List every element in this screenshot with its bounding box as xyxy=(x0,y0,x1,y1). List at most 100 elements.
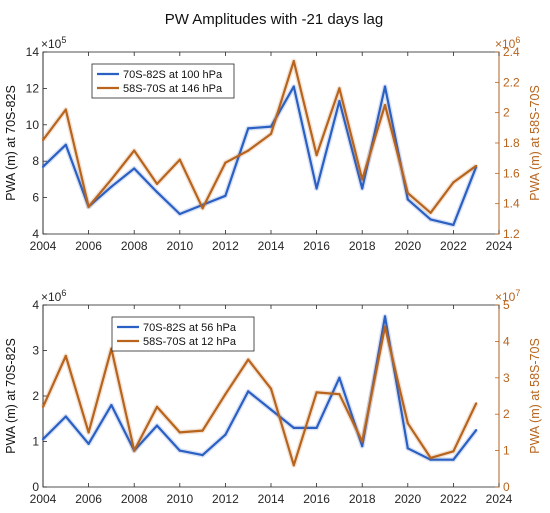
right-y-tick-label: 2 xyxy=(503,407,510,421)
data-point xyxy=(406,198,409,201)
x-tick-label: 2024 xyxy=(486,239,513,253)
right-y-tick-label: 1.2 xyxy=(503,227,520,241)
data-point xyxy=(133,449,136,452)
x-tick-label: 2020 xyxy=(394,492,421,506)
data-point xyxy=(224,194,227,197)
data-point xyxy=(201,454,204,457)
right-axis-multiplier-base: ×10 xyxy=(495,290,516,304)
data-point xyxy=(201,207,204,210)
data-point xyxy=(247,127,250,130)
x-tick-label: 2024 xyxy=(486,492,513,506)
data-point xyxy=(269,132,273,135)
x-tick-label: 2016 xyxy=(303,239,330,253)
series-line-halo xyxy=(40,324,479,468)
data-point xyxy=(155,191,159,194)
data-point xyxy=(178,449,181,452)
x-tick-label: 2004 xyxy=(30,239,57,253)
data-point xyxy=(292,426,295,429)
legend-entry: 58S-70S at 146 hPa xyxy=(123,83,223,95)
data-point xyxy=(41,138,45,142)
series-line xyxy=(41,325,478,467)
right-y-tick-label: 0 xyxy=(503,480,510,494)
right-y-tick-label: 2 xyxy=(503,106,510,120)
data-point xyxy=(110,178,113,181)
x-tick-label: 2014 xyxy=(258,239,285,253)
data-point xyxy=(292,85,295,88)
data-point xyxy=(41,438,45,441)
data-point xyxy=(361,187,364,190)
x-tick-label: 2004 xyxy=(30,492,57,506)
bottom-chart: 2004 2006 2008 2010 2012 2014 2016 2018 2020 2022… xyxy=(4,288,542,506)
x-tick-label: 2018 xyxy=(349,239,376,253)
legend-box xyxy=(91,63,235,99)
right-axis-multiplier-base: ×10 xyxy=(495,37,516,51)
left-y-tick-label: 14 xyxy=(26,45,40,59)
data-point xyxy=(338,87,341,90)
left-axis-multiplier: ×105 xyxy=(41,35,66,51)
data-point xyxy=(475,429,478,432)
x-tick-label: 2006 xyxy=(75,492,102,506)
left-y-tick-label: 8 xyxy=(32,154,39,168)
left-axis-multiplier: ×106 xyxy=(41,288,66,304)
data-point xyxy=(452,223,455,226)
data-point xyxy=(452,181,455,184)
right-y-tick-label: 1 xyxy=(503,444,510,458)
right-axis-multiplier: ×107 xyxy=(495,288,520,304)
data-point xyxy=(383,315,387,318)
left-axis-label: PWA (m) at 70S-82S xyxy=(4,85,18,201)
left-y-tick-label: 10 xyxy=(26,118,40,132)
top-chart: 2004 2006 2008 2010 2012 2014 2016 2018 2020 2022… xyxy=(4,35,542,253)
data-point xyxy=(361,445,364,448)
data-point xyxy=(429,458,432,461)
left-axis-multiplier-base: ×10 xyxy=(41,37,62,51)
data-point xyxy=(292,60,295,63)
data-point xyxy=(338,376,341,379)
data-point xyxy=(133,149,136,152)
data-point xyxy=(87,205,90,208)
data-point xyxy=(406,422,409,425)
data-point xyxy=(383,104,387,107)
data-point xyxy=(155,424,159,427)
series-1-group xyxy=(41,58,478,216)
data-point xyxy=(315,154,318,157)
data-point xyxy=(64,143,67,146)
data-point xyxy=(429,456,432,459)
data-point xyxy=(315,187,318,190)
right-y-tick-label: 1.6 xyxy=(503,166,520,180)
left-y-tick-label: 2 xyxy=(32,389,39,403)
left-y-tick-label: 0 xyxy=(32,480,39,494)
left-axis-multiplier-exponent: 5 xyxy=(61,35,66,45)
data-point xyxy=(338,100,341,103)
data-point xyxy=(224,161,227,164)
left-axis-multiplier-base: ×10 xyxy=(41,290,62,304)
data-point xyxy=(64,415,67,418)
left-y-tick-label: 4 xyxy=(32,227,39,241)
data-point xyxy=(64,354,67,358)
right-y-tick-label: 5 xyxy=(503,298,510,312)
data-point xyxy=(133,167,136,170)
right-y-tick-label: 1.4 xyxy=(503,197,520,211)
right-y-tick-label: 2.2 xyxy=(503,75,520,89)
data-point xyxy=(361,440,364,443)
data-point xyxy=(64,108,67,111)
data-point xyxy=(452,450,455,453)
data-point xyxy=(475,402,478,405)
data-point xyxy=(155,182,159,185)
data-point xyxy=(110,404,113,407)
data-point xyxy=(269,387,273,390)
x-tick-label: 2012 xyxy=(212,492,239,506)
data-point xyxy=(315,426,318,429)
left-axis-label: PWA (m) at 70S-82S xyxy=(4,338,18,454)
x-tick-label: 2020 xyxy=(394,239,421,253)
legend: 70S-82S at 56 hPa 58S-70S at 12 hPa xyxy=(111,316,255,352)
right-axis-multiplier: ×106 xyxy=(495,35,520,51)
data-point xyxy=(224,433,227,436)
x-tick-label: 2008 xyxy=(121,239,148,253)
legend: 70S-82S at 100 hPa 58S-70S at 146 hPa xyxy=(91,63,235,99)
data-point xyxy=(201,429,204,432)
data-point xyxy=(429,218,432,221)
data-point xyxy=(247,358,250,361)
series-1-group xyxy=(40,324,479,468)
legend-entry: 58S-70S at 12 hPa xyxy=(143,336,237,348)
